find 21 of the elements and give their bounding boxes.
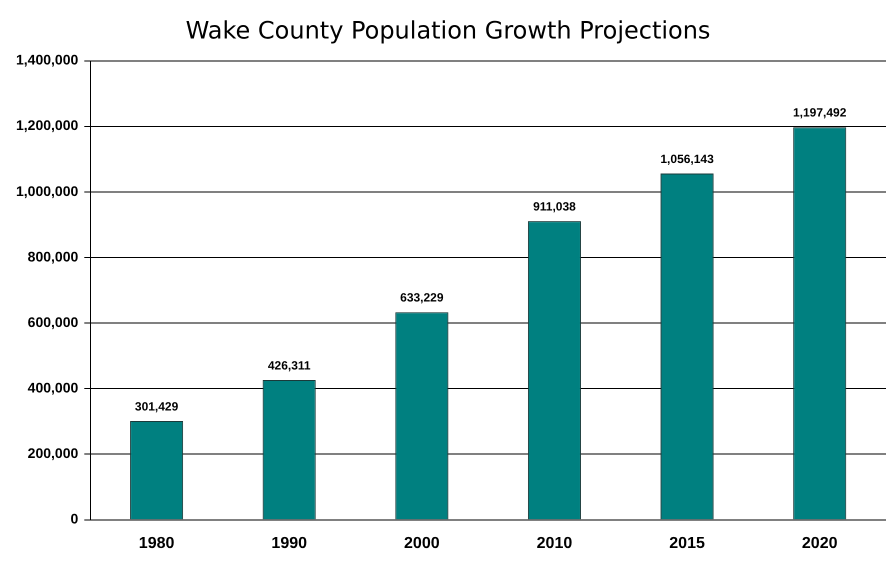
data-label: 633,229: [400, 290, 444, 305]
x-tick-label: 2010: [536, 534, 572, 552]
y-tick-label: 0: [70, 510, 78, 527]
data-label: 911,038: [533, 199, 576, 214]
x-tick-label: 1990: [271, 534, 308, 552]
y-tick-label: 600,000: [28, 314, 78, 330]
data-label: 426,311: [268, 358, 311, 372]
y-tick-label: 200,000: [28, 445, 78, 462]
data-label: 1,197,492: [792, 106, 847, 120]
x-tick-label: 2000: [404, 534, 440, 552]
y-tick-label: 1,400,000: [16, 52, 78, 68]
x-tick-label: 2020: [802, 534, 838, 552]
data-label: 1,056,143: [660, 152, 714, 166]
chart-title: Wake County Population Growth Projections: [186, 16, 710, 45]
y-tick-label: 1,000,000: [16, 182, 78, 199]
x-tick-label: 1980: [138, 534, 174, 552]
y-tick-label: 800,000: [28, 248, 78, 264]
y-tick-label: 400,000: [28, 380, 78, 396]
y-tick-label: 1,200,000: [16, 117, 78, 134]
x-tick-label: 2015: [669, 534, 705, 552]
data-label: 301,429: [134, 399, 179, 414]
